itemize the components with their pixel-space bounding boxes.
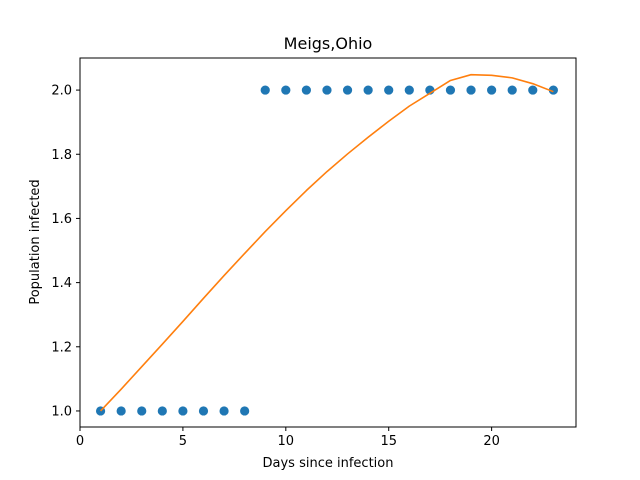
y-tick-label: 1.4 — [51, 276, 72, 291]
scatter-point — [384, 85, 394, 95]
scatter-point — [260, 85, 270, 95]
scatter-point — [487, 85, 497, 95]
x-axis-ticks: 0 5 10 15 20 — [76, 427, 500, 449]
scatter-point — [281, 85, 291, 95]
x-tick-label: 0 — [76, 434, 84, 449]
y-axis-ticks: 1.0 1.2 1.4 1.6 1.8 2.0 — [51, 84, 80, 419]
y-tick-label: 1.6 — [51, 212, 72, 227]
scatter-point — [548, 85, 558, 95]
plot-content — [95, 73, 558, 416]
x-tick-label: 5 — [179, 434, 187, 449]
y-tick-label: 1.0 — [51, 404, 72, 419]
axes-frame — [79, 57, 577, 428]
y-tick-label: 1.8 — [51, 148, 72, 163]
scatter-point — [445, 85, 456, 95]
scatter-point — [198, 406, 209, 416]
scatter-point — [363, 85, 373, 95]
scatter-point — [466, 85, 476, 95]
scatter-point — [157, 406, 167, 416]
scatter-point — [240, 406, 250, 416]
y-tick-label: 1.2 — [51, 340, 72, 355]
y-axis-label: Population infected — [28, 179, 43, 304]
scatter-point — [137, 406, 147, 416]
y-tick-label: 2.0 — [51, 84, 72, 99]
scatter-point — [322, 85, 332, 95]
scatter-point — [219, 406, 229, 416]
scatter-point — [178, 406, 188, 416]
scatter-point — [507, 85, 517, 95]
scatter-point — [404, 85, 414, 95]
scatter-point — [528, 85, 538, 95]
scatter-point — [301, 85, 311, 95]
scatter-point — [342, 85, 353, 95]
scatter-point — [116, 406, 126, 416]
plot-area — [80, 58, 576, 427]
x-tick-label: 15 — [380, 434, 397, 449]
chart-title: Meigs,Ohio — [284, 34, 373, 53]
x-tick-label: 20 — [483, 434, 500, 449]
x-tick-label: 10 — [278, 434, 295, 449]
fit-line — [99, 73, 554, 412]
x-axis-label: Days since infection — [263, 456, 394, 471]
